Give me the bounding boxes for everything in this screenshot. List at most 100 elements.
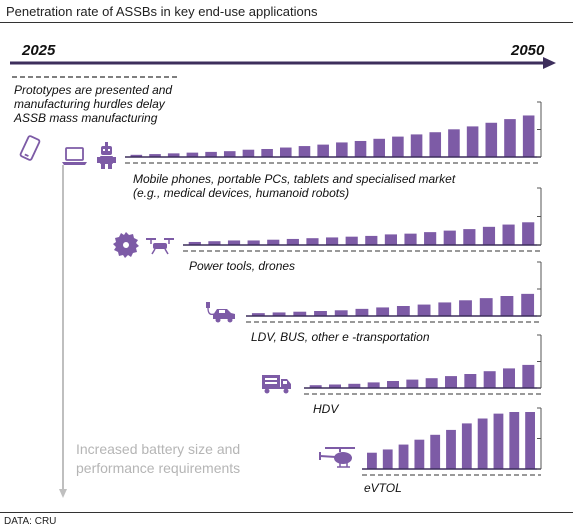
timeline-end-label: 2050 [511, 42, 545, 59]
bar [502, 224, 515, 245]
bar [149, 154, 161, 157]
phone-icon [19, 135, 41, 161]
footer-rule [0, 512, 573, 513]
bar [396, 306, 410, 316]
bar [242, 149, 255, 157]
drone-icon [146, 238, 174, 255]
bar [446, 429, 456, 469]
chart-label-ldv: LDV, BUS, other e -transportation [251, 330, 430, 344]
bar [410, 134, 423, 157]
bar [504, 119, 516, 157]
bar [430, 434, 441, 469]
bar [326, 237, 339, 245]
bar [438, 302, 452, 316]
bar [309, 385, 322, 388]
bar [483, 371, 496, 388]
bar [348, 383, 361, 388]
bar-chart-3 [246, 261, 542, 323]
bar [424, 232, 437, 245]
prototype-note: Prototypes are presented and manufacturi… [14, 83, 173, 125]
bar [205, 151, 217, 157]
bar [130, 154, 143, 157]
bar [298, 146, 311, 157]
bar [414, 439, 425, 469]
bar [280, 147, 292, 157]
bar [382, 449, 393, 469]
bar [522, 222, 535, 245]
truck-icon [262, 375, 291, 394]
bar [522, 115, 535, 157]
bar [459, 300, 472, 316]
bar [398, 444, 409, 469]
bar [223, 151, 236, 157]
bar-chart-5 [362, 407, 542, 476]
bar [522, 364, 535, 388]
bar [404, 233, 417, 245]
bar [448, 129, 460, 157]
bar [493, 413, 504, 469]
car-charging-icon [206, 302, 235, 323]
bar [251, 313, 265, 316]
bar [167, 153, 180, 157]
bar [293, 311, 307, 316]
bar [317, 144, 329, 157]
helicopter-icon [319, 447, 355, 468]
bar [355, 308, 369, 316]
chart-label-portable: Mobile phones, portable PCs, tablets and… [133, 172, 456, 200]
timeline [10, 57, 556, 78]
bar [482, 226, 496, 245]
growth-arrow-head [59, 489, 67, 498]
bar [466, 126, 479, 157]
bar [477, 418, 488, 469]
bar [334, 310, 348, 316]
bar [521, 293, 535, 316]
laptop-icon [62, 147, 87, 165]
bar [267, 239, 280, 245]
bar [354, 140, 367, 157]
growth-note: Increased battery size and performance r… [76, 441, 241, 476]
bar [227, 240, 241, 245]
bar [479, 298, 493, 316]
bar [261, 148, 273, 157]
bar [272, 312, 286, 316]
bar [247, 240, 260, 245]
bar [208, 241, 221, 245]
title-rule [0, 22, 573, 23]
bar [392, 136, 404, 157]
bar [443, 230, 456, 245]
bar [314, 311, 327, 316]
bar [503, 368, 515, 388]
bar [367, 382, 380, 388]
chart-label-hdv: HDV [313, 402, 339, 416]
bar [345, 236, 358, 245]
bar [406, 379, 419, 388]
bar [445, 376, 457, 388]
bar [525, 412, 535, 469]
bar [286, 238, 299, 245]
bar [500, 296, 514, 316]
bar [485, 122, 498, 157]
chart-title: Penetration rate of ASSBs in key end-use… [6, 4, 318, 19]
bar [367, 452, 377, 469]
bar [425, 378, 438, 388]
bar-chart-2 [183, 187, 542, 252]
bar [417, 304, 431, 316]
bar [376, 307, 390, 316]
bar [387, 381, 399, 388]
bar [373, 138, 385, 157]
saw-blade-icon [113, 232, 139, 258]
bar [509, 412, 520, 469]
bar [464, 374, 477, 388]
bar-chart-1 [125, 101, 542, 164]
bar-chart-4 [304, 334, 542, 395]
timeline-arrowhead [543, 57, 556, 69]
source-note: DATA: CRU [4, 516, 57, 527]
bar [329, 384, 341, 388]
bar [188, 241, 201, 245]
bar [336, 142, 348, 157]
bar [429, 132, 442, 157]
